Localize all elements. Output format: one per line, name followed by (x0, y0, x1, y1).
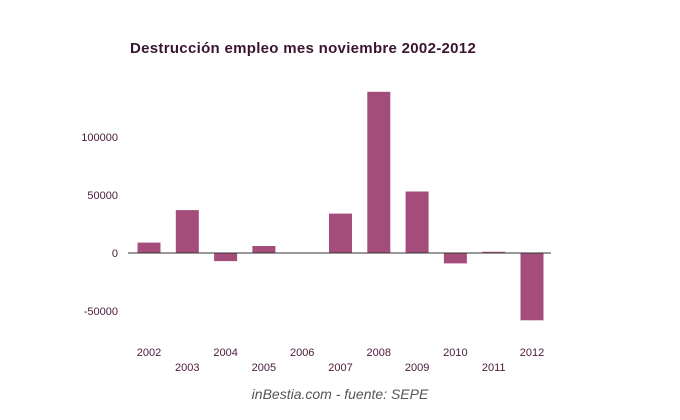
bar-2009 (405, 191, 429, 253)
bar-2003 (175, 210, 199, 253)
bar-2012 (520, 253, 544, 321)
bar-2007 (329, 213, 352, 253)
x-tick-label: 2006 (290, 347, 314, 359)
x-tick-label: 2010 (443, 347, 467, 359)
y-tick-label: 50000 (87, 190, 118, 202)
bar-2005 (252, 246, 276, 253)
bar-2008 (367, 91, 391, 253)
x-tick-label: 2008 (367, 347, 391, 359)
bar-2004 (214, 253, 238, 262)
bar-2002 (137, 242, 161, 253)
x-tick-label: 2011 (482, 362, 506, 374)
x-tick-label: 2002 (137, 347, 161, 359)
source-note: inBestia.com - fuente: SEPE (251, 386, 429, 402)
chart-title: Destrucción empleo mes noviembre 2002-20… (130, 40, 477, 57)
x-tick-label: 2007 (328, 362, 352, 374)
x-tick-label: 2005 (252, 362, 276, 374)
x-tick-label: 2009 (405, 362, 429, 374)
bar-2010 (443, 253, 467, 264)
x-tick-label: 2004 (213, 347, 237, 359)
y-tick-label: -50000 (84, 306, 118, 318)
x-tick-label: 2012 (520, 347, 544, 359)
y-tick-label: 0 (112, 248, 118, 260)
y-tick-label: 100000 (81, 132, 118, 144)
bar-2011 (482, 251, 506, 253)
x-tick-label: 2003 (175, 362, 199, 374)
